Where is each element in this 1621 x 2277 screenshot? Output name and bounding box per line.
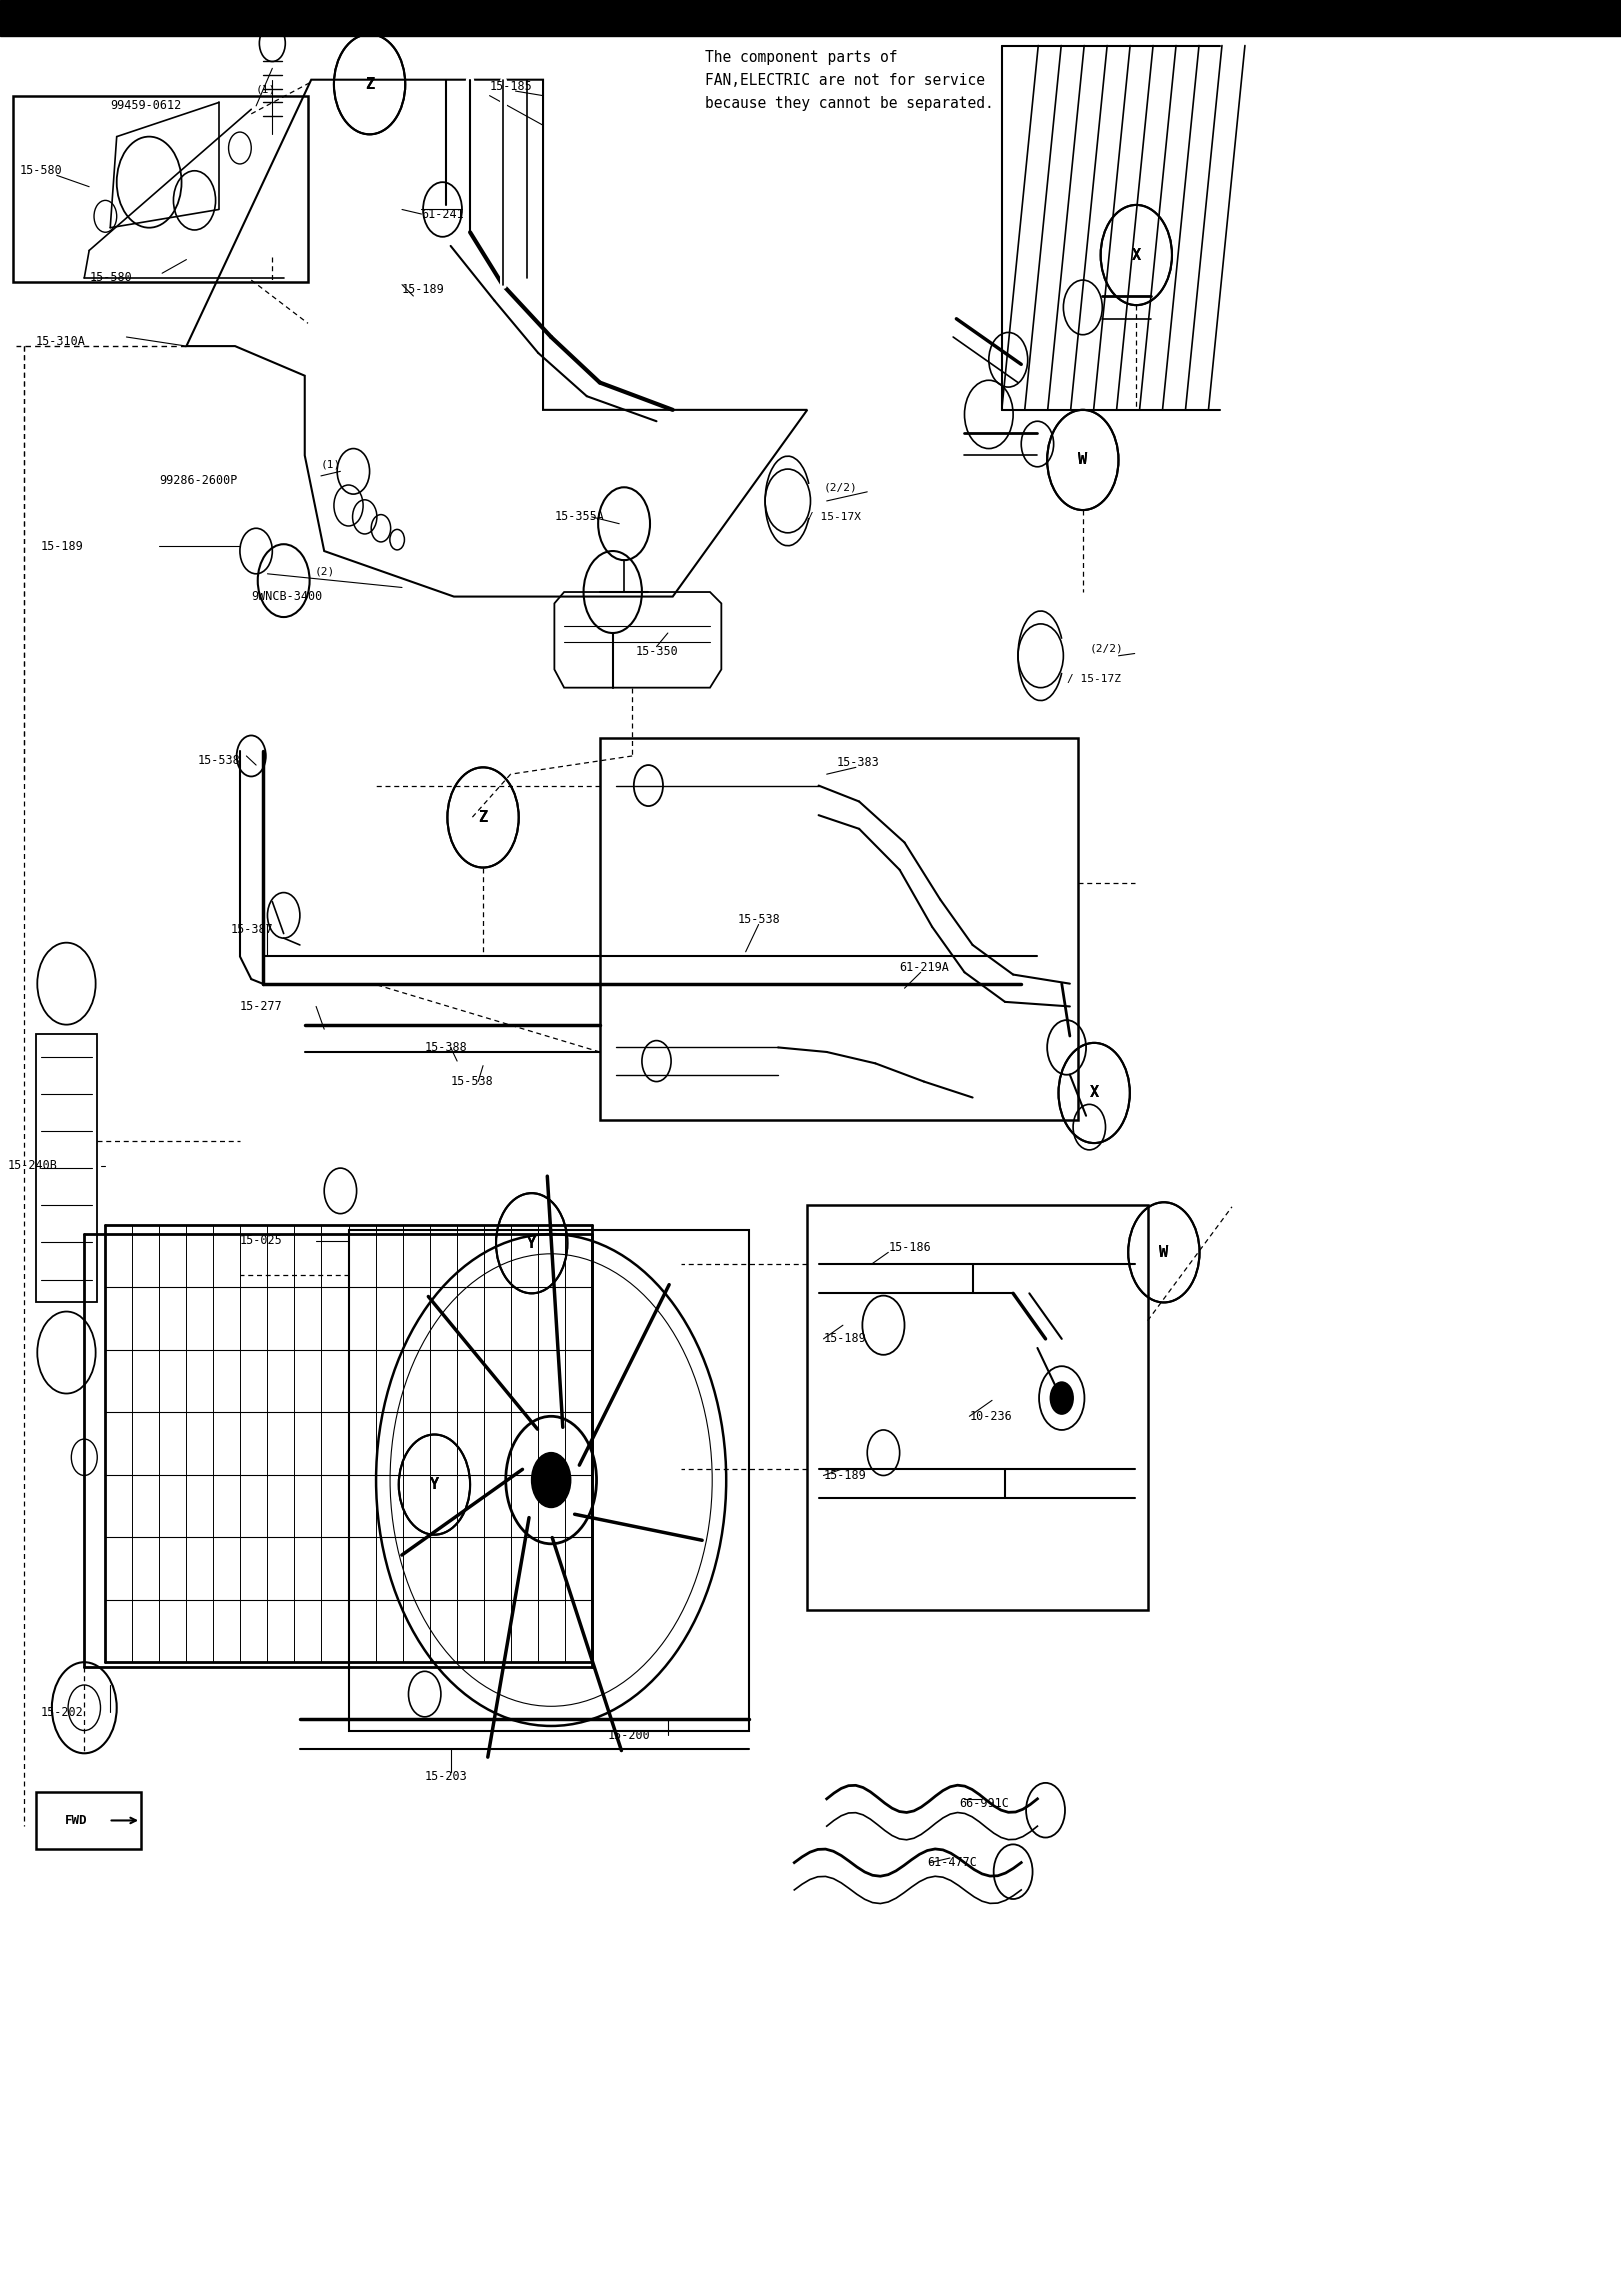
Text: W: W [1078,453,1088,467]
Text: 15-189: 15-189 [823,1469,866,1482]
Text: 99459-0612: 99459-0612 [110,100,182,112]
Bar [0,0,1621,36]
Text: Y: Y [527,1236,537,1250]
Text: 15-538: 15-538 [738,913,780,927]
Bar [36,1792,141,1849]
Text: X: X [1089,1086,1099,1100]
Bar [349,1230,749,1731]
Text: 15-355A: 15-355A [554,510,605,524]
Text: / 15-17Z: / 15-17Z [1067,674,1120,683]
Text: 15-189: 15-189 [823,1332,866,1346]
Bar [600,738,1078,1120]
Text: 15-202: 15-202 [41,1705,83,1719]
Text: Y: Y [430,1478,439,1491]
Text: 15-203: 15-203 [425,1769,467,1783]
Text: W: W [1159,1246,1169,1259]
Text: 61-241: 61-241 [421,207,464,221]
Text: 15-580: 15-580 [19,164,62,178]
Text: 61-477C: 61-477C [927,1856,977,1869]
Text: 66-991C: 66-991C [960,1797,1010,1810]
Text: Z: Z [478,811,488,824]
Text: 15-189: 15-189 [41,540,83,553]
Text: (2/2): (2/2) [823,483,858,492]
Text: Z: Z [365,77,374,91]
Text: 15-580: 15-580 [89,271,131,285]
Text: 15-388: 15-388 [425,1041,467,1054]
Circle shape [532,1453,571,1507]
Text: 15-310A: 15-310A [36,335,86,348]
Text: 15-240B: 15-240B [8,1159,58,1173]
Text: FWD: FWD [65,1815,88,1826]
Text: 10-236: 10-236 [969,1409,1012,1423]
Text: 99286-2600P: 99286-2600P [159,474,237,487]
Text: 15-538: 15-538 [451,1075,493,1088]
Text: (2/2): (2/2) [1089,644,1123,653]
Text: W: W [1078,453,1088,467]
Text: Y: Y [527,1236,537,1250]
Text: 15-538: 15-538 [198,754,240,767]
Text: / 15-17X: / 15-17X [807,512,861,521]
Text: 15-200: 15-200 [608,1728,650,1742]
Text: Z: Z [365,77,374,91]
Text: 15-387: 15-387 [230,922,272,936]
Text: W: W [1159,1246,1169,1259]
Bar [807,1205,1148,1610]
Text: 15-185: 15-185 [490,80,532,93]
Text: (1): (1) [321,460,340,469]
Text: The component parts of
FAN,ELECTRIC are not for service
because they cannot be s: The component parts of FAN,ELECTRIC are … [705,50,994,112]
Text: 15-186: 15-186 [888,1241,930,1255]
Text: 15-350: 15-350 [635,644,678,658]
Text: Z: Z [478,811,488,824]
Text: 61-219A: 61-219A [900,961,950,975]
Text: X: X [1131,248,1141,262]
Text: 15-383: 15-383 [836,756,879,770]
Text: X: X [1089,1086,1099,1100]
Text: 9WNCB-3400: 9WNCB-3400 [251,590,323,603]
Bar [13,96,308,282]
Text: (1): (1) [256,84,276,96]
Text: Y: Y [430,1478,439,1491]
Text: X: X [1131,248,1141,262]
Text: 15-025: 15-025 [240,1234,282,1248]
Bar [36,1034,97,1302]
Text: 15-189: 15-189 [402,282,444,296]
Circle shape [1050,1382,1073,1414]
Text: 15-277: 15-277 [240,1000,282,1013]
Text: (2): (2) [314,567,334,576]
